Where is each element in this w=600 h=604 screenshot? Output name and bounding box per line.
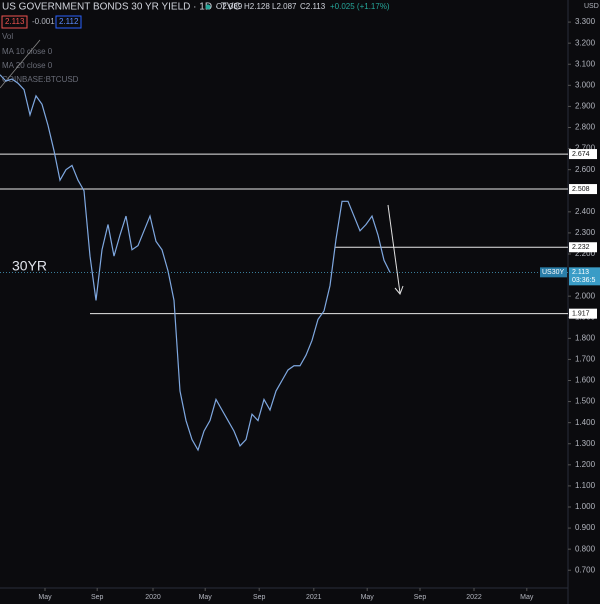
- y-tick-label: 1.500: [575, 397, 596, 406]
- chart-title: US GOVERNMENT BONDS 30 YR YIELD · 1D · T…: [2, 2, 241, 13]
- box-value: 2.112: [59, 17, 79, 26]
- y-tick-label: 1.100: [575, 481, 596, 490]
- y-tick-label: 1.300: [575, 439, 596, 448]
- y-tick-label: 3.000: [575, 80, 596, 89]
- x-tick-label: 2021: [306, 594, 322, 601]
- indicator[interactable]: Vol: [2, 32, 13, 41]
- box-value: -0.001: [32, 17, 55, 26]
- x-tick-label: May: [199, 594, 213, 601]
- level-tag-bg: [569, 308, 597, 319]
- x-tick-label: May: [520, 594, 534, 601]
- ohlc-value: H2.128: [244, 2, 270, 11]
- status-dot: [205, 4, 211, 10]
- ohlc-value: C2.113: [300, 2, 326, 11]
- box: [1, 15, 28, 29]
- x-tick-label: May: [361, 594, 375, 601]
- indicator[interactable]: MA 20 close 0: [2, 61, 53, 70]
- y-tick-label: 2.900: [575, 102, 596, 111]
- y-tick-label: 3.300: [575, 17, 596, 26]
- level-tag-bg: [569, 242, 597, 253]
- y-tick-label: 0.700: [575, 565, 596, 574]
- x-tick-label: Sep: [414, 594, 427, 601]
- x-tick-label: 2020: [145, 594, 161, 601]
- ohlc-value: O2.089: [216, 2, 243, 11]
- y-tick-label: 0.900: [575, 523, 596, 532]
- arrow-head: [394, 285, 404, 295]
- level-tag-bg: [569, 149, 597, 160]
- x-tick-label: Sep: [91, 594, 104, 601]
- y-tick-label: 2.300: [575, 228, 596, 237]
- price-tag-bg: [569, 267, 600, 286]
- y-tick-label: 3.100: [575, 59, 596, 68]
- level-tag: 1.917: [572, 311, 590, 318]
- level-tag-bg: [569, 184, 597, 195]
- y-tick-label: 2.400: [575, 207, 596, 216]
- annotation: 30YR: [12, 258, 47, 274]
- y-tick-label: 1.600: [575, 376, 596, 385]
- box: [55, 15, 82, 29]
- y-tick-label: 1.700: [575, 355, 596, 364]
- level-tag: 2.232: [572, 244, 590, 251]
- y-tick-label: 1.000: [575, 502, 596, 511]
- box-value: 2.113: [5, 17, 25, 26]
- y-tick-label: 2.600: [575, 165, 596, 174]
- indicator[interactable]: COINBASE:BTCUSD: [2, 75, 79, 84]
- y-tick-label: 0.800: [575, 544, 596, 553]
- level-tag: 2.674: [572, 151, 590, 158]
- axis-unit: USD: [584, 3, 599, 10]
- x-tick-label: 2022: [466, 594, 482, 601]
- x-tick-label: Sep: [253, 594, 266, 601]
- ohlc-value: +0.025 (+1.17%): [330, 2, 390, 11]
- y-tick-label: 3.200: [575, 38, 596, 47]
- y-tick-label: 2.800: [575, 123, 596, 132]
- price-tag: 2.113: [572, 269, 589, 276]
- y-tick-label: 2.000: [575, 291, 596, 300]
- level-tag: 2.508: [572, 186, 590, 193]
- x-tick-label: May: [38, 594, 52, 601]
- price-line: [0, 74, 391, 452]
- countdown: 03:36:5: [572, 277, 595, 284]
- y-tick-label: 1.200: [575, 460, 596, 469]
- drawing: [0, 39, 41, 89]
- y-tick-label: 1.800: [575, 333, 596, 342]
- symbol-tag: US30Y: [542, 269, 565, 276]
- symbol-tag-bg: [540, 267, 567, 278]
- indicator[interactable]: MA 10 close 0: [2, 47, 53, 56]
- y-tick-label: 2.700: [575, 144, 596, 153]
- y-tick-label: 2.200: [575, 249, 596, 258]
- ohlc-value: L2.087: [272, 2, 297, 11]
- arrow: [387, 204, 401, 294]
- y-tick-label: 1.400: [575, 418, 596, 427]
